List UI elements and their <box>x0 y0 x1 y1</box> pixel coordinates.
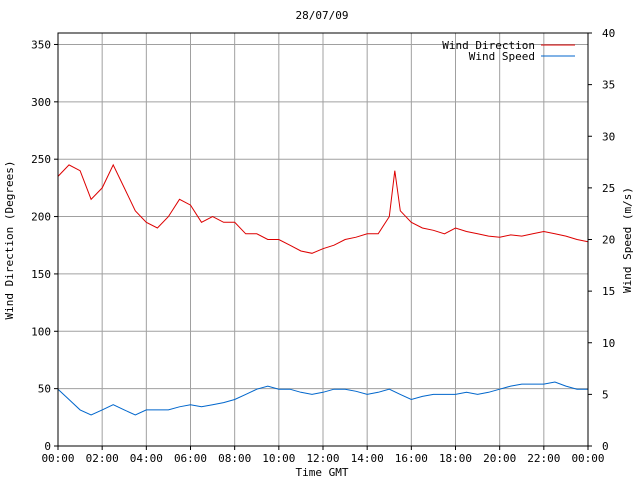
legend-label-wind-direction: Wind Direction <box>442 39 535 52</box>
right-y-axis-label: Wind Speed (m/s) <box>621 187 634 293</box>
right-tick-label: 40 <box>602 27 615 40</box>
left-tick-label: 200 <box>31 211 51 224</box>
left-tick-label: 100 <box>31 325 51 338</box>
x-tick-label: 00:00 <box>41 452 74 465</box>
x-tick-label: 10:00 <box>262 452 295 465</box>
x-axis-label: Time GMT <box>296 466 349 479</box>
legend-label-wind-speed: Wind Speed <box>469 50 535 63</box>
left-y-axis-label: Wind Direction (Degrees) <box>3 161 16 320</box>
x-tick-label: 08:00 <box>218 452 251 465</box>
left-tick-label: 350 <box>31 38 51 51</box>
x-tick-label: 20:00 <box>483 452 516 465</box>
right-tick-label: 5 <box>602 388 609 401</box>
wind-speed-series-line <box>57 381 588 416</box>
x-tick-label: 18:00 <box>439 452 472 465</box>
left-tick-label: 250 <box>31 153 51 166</box>
right-tick-label: 0 <box>602 440 609 453</box>
series-layer <box>57 163 589 416</box>
grid <box>58 33 588 446</box>
right-axis-ticks: 0 5 10 15 20 25 30 35 40 <box>588 27 615 453</box>
x-tick-label: 02:00 <box>86 452 119 465</box>
left-tick-label: 0 <box>44 440 51 453</box>
x-tick-label: 04:00 <box>130 452 163 465</box>
x-tick-label: 00:00 <box>571 452 604 465</box>
left-tick-label: 50 <box>38 383 51 396</box>
x-tick-label: 14:00 <box>351 452 384 465</box>
left-axis-ticks: 0 50 100 150 200 250 300 350 <box>31 38 58 453</box>
chart-title: 28/07/09 <box>296 9 349 22</box>
x-tick-label: 16:00 <box>395 452 428 465</box>
right-tick-label: 15 <box>602 285 615 298</box>
left-tick-label: 300 <box>31 96 51 109</box>
x-tick-label: 12:00 <box>306 452 339 465</box>
left-tick-label: 150 <box>31 268 51 281</box>
x-axis-ticks: 00:00 02:00 04:00 06:00 08:00 10:00 12:00 14:00… <box>41 446 605 465</box>
right-tick-label: 35 <box>602 79 615 92</box>
right-tick-label: 10 <box>602 337 615 350</box>
x-tick-label: 22:00 <box>527 452 560 465</box>
right-tick-label: 25 <box>602 182 615 195</box>
x-tick-label: 06:00 <box>174 452 207 465</box>
wind-direction-series-line <box>57 163 589 254</box>
right-tick-label: 30 <box>602 130 615 143</box>
right-tick-label: 20 <box>602 234 615 247</box>
